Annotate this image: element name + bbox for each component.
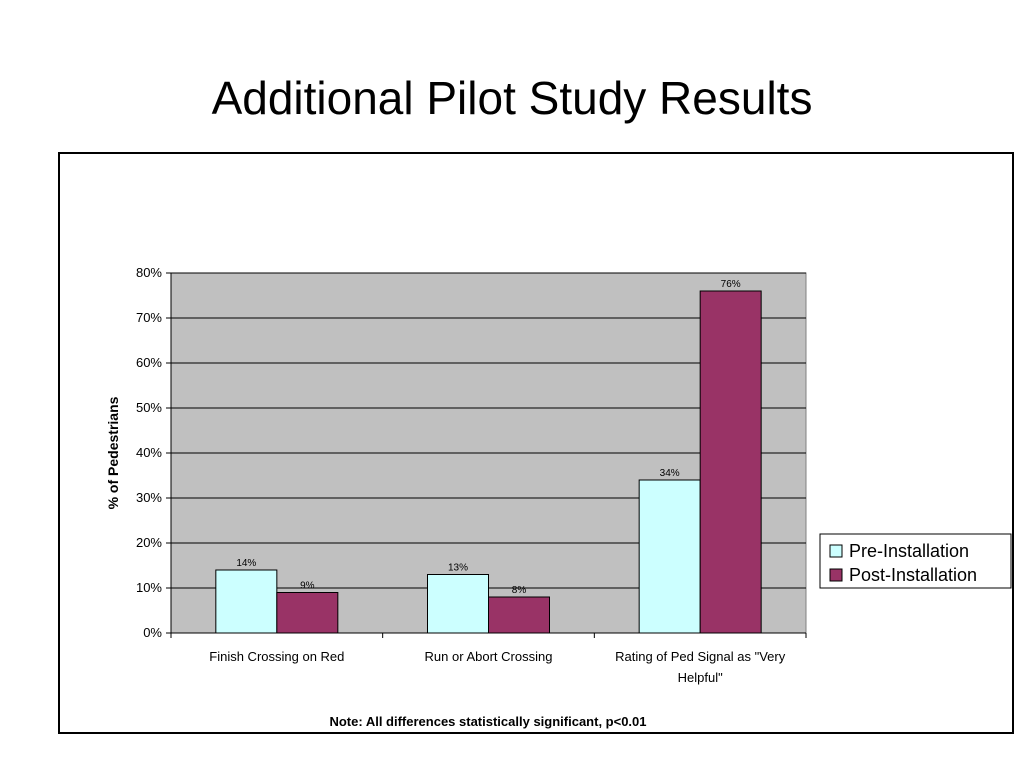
y-tick-label: 40% <box>136 445 162 460</box>
slide-title: Additional Pilot Study Results <box>211 72 813 124</box>
bar-post-installation-1 <box>488 596 550 634</box>
y-tick-label: 80% <box>136 265 162 280</box>
legend-box <box>819 533 1012 589</box>
y-tick-label: 70% <box>136 310 162 325</box>
legend-label-pre-installation: Pre-Installation <box>849 541 969 561</box>
data-label: 34% <box>660 468 680 479</box>
y-axis-title: % of Pedestrians <box>105 396 121 509</box>
bar-post-installation-0 <box>276 592 339 634</box>
bar-chart: 0% 10% 20% 30% 40% 50% 60% 70% 80% 14% 9% Finish Cr… <box>105 265 1012 729</box>
x-category-label: Finish Crossing on Red <box>209 649 344 664</box>
bar-pre-installation-2 <box>638 479 701 634</box>
data-label: 14% <box>236 558 256 569</box>
data-label: 76% <box>721 279 741 290</box>
bar-pre-installation-1 <box>427 574 489 634</box>
data-label: 13% <box>448 563 468 574</box>
legend-swatch-post-installation <box>829 568 843 582</box>
x-category-label: Rating of Ped Signal as "Very Helpful" <box>615 649 786 685</box>
chart-note: Note: All differences statistically sign… <box>329 714 646 729</box>
chart-frame: 0% 10% 20% 30% 40% 50% 60% 70% 80% 14% 9% Finish Cr… <box>58 152 1014 734</box>
bar-post-installation-2 <box>699 290 762 634</box>
y-tick-label: 60% <box>136 355 162 370</box>
legend-swatch-pre-installation <box>829 544 843 558</box>
bar-pre-installation-0 <box>215 569 278 634</box>
legend-label-post-installation: Post-Installation <box>849 565 977 585</box>
y-tick-label: 30% <box>136 490 162 505</box>
y-tick-label: 0% <box>143 625 162 640</box>
x-category-label: Run or Abort Crossing <box>425 649 553 664</box>
y-tick-label: 50% <box>136 400 162 415</box>
data-label: 8% <box>512 585 527 596</box>
y-tick-label: 10% <box>136 580 162 595</box>
y-tick-label: 20% <box>136 535 162 550</box>
data-label: 9% <box>300 581 315 592</box>
